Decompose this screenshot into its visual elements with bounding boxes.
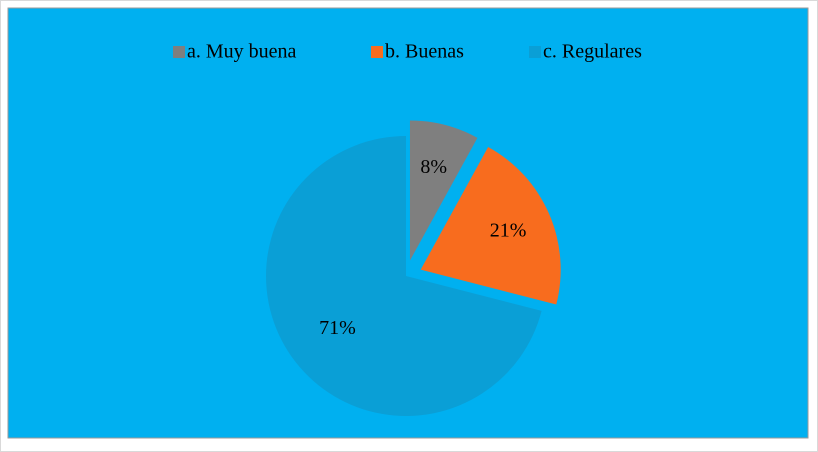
pie-slice	[265, 136, 542, 417]
pie-slice	[420, 146, 561, 305]
legend-label: b. Buenas	[385, 41, 464, 63]
legend-swatch	[371, 46, 383, 58]
data-label: 21%	[490, 219, 527, 241]
legend-swatch	[529, 46, 541, 58]
data-label: 71%	[319, 317, 356, 339]
legend-label: c. Regulares	[543, 41, 642, 63]
legend-swatch	[173, 46, 185, 58]
data-label: 8%	[420, 156, 447, 178]
pie-slice	[409, 120, 478, 261]
legend-label: a. Muy buena	[187, 41, 297, 63]
